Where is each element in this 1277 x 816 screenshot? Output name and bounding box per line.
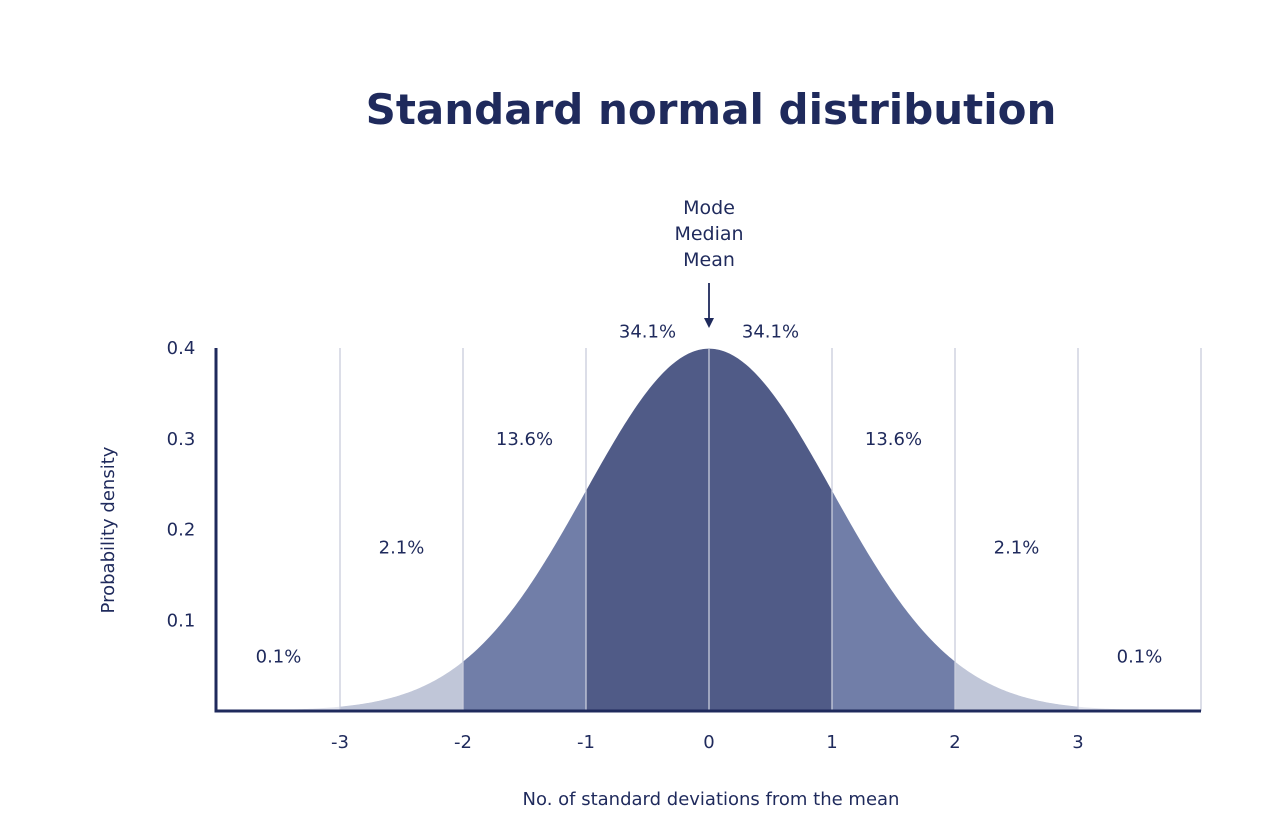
axes (214, 348, 1201, 713)
region-2 (462, 490, 587, 712)
x-tick-label: 3 (1072, 732, 1083, 753)
vertical-gridlines (339, 348, 1202, 711)
distribution-regions (229, 348, 1189, 712)
y-tick-label: 0.4 (167, 338, 196, 359)
region-percent-label: 0.1% (256, 647, 302, 668)
region-percent-label: 34.1% (619, 322, 676, 343)
region-percent-label: 13.6% (496, 429, 553, 450)
region-5 (831, 490, 956, 712)
chart-title: Standard normal distribution (366, 85, 1057, 134)
region-percent-label: 34.1% (742, 322, 799, 343)
annotation-mode: Mode (683, 197, 735, 219)
y-tick-label: 0.3 (167, 429, 196, 450)
x-tick-label: -1 (577, 732, 595, 753)
x-tick-label: 1 (826, 732, 837, 753)
region-percent-labels: 0.1% 2.1% 13.6% 34.1% 34.1% 13.6% 2.1% 0.1% (256, 322, 1163, 668)
x-axis-title: No. of standard deviations from the mean (523, 789, 900, 810)
y-axis-title: Probability density (98, 446, 119, 613)
region-percent-label: 2.1% (994, 538, 1040, 559)
x-tick-label: -2 (454, 732, 472, 753)
tick-labels: -3 -2 -1 0 1 2 3 0.1 0.2 0.3 0.4 (167, 338, 1084, 753)
annotation-mean: Mean (683, 249, 735, 271)
x-tick-label: 0 (703, 732, 714, 753)
x-tick-label: -3 (331, 732, 349, 753)
region-6 (954, 661, 1079, 712)
region-percent-label: 13.6% (865, 429, 922, 450)
x-tick-label: 2 (949, 732, 960, 753)
region-3 (585, 348, 710, 712)
y-tick-label: 0.2 (167, 520, 196, 541)
annotation-median: Median (674, 223, 743, 245)
region-percent-label: 0.1% (1117, 647, 1163, 668)
region-percent-label: 2.1% (379, 538, 425, 559)
region-1 (339, 661, 464, 712)
center-annotation: Mode Median Mean (674, 197, 744, 328)
region-4 (708, 348, 833, 712)
y-tick-label: 0.1 (167, 610, 196, 631)
annotation-arrow-head (704, 318, 714, 328)
